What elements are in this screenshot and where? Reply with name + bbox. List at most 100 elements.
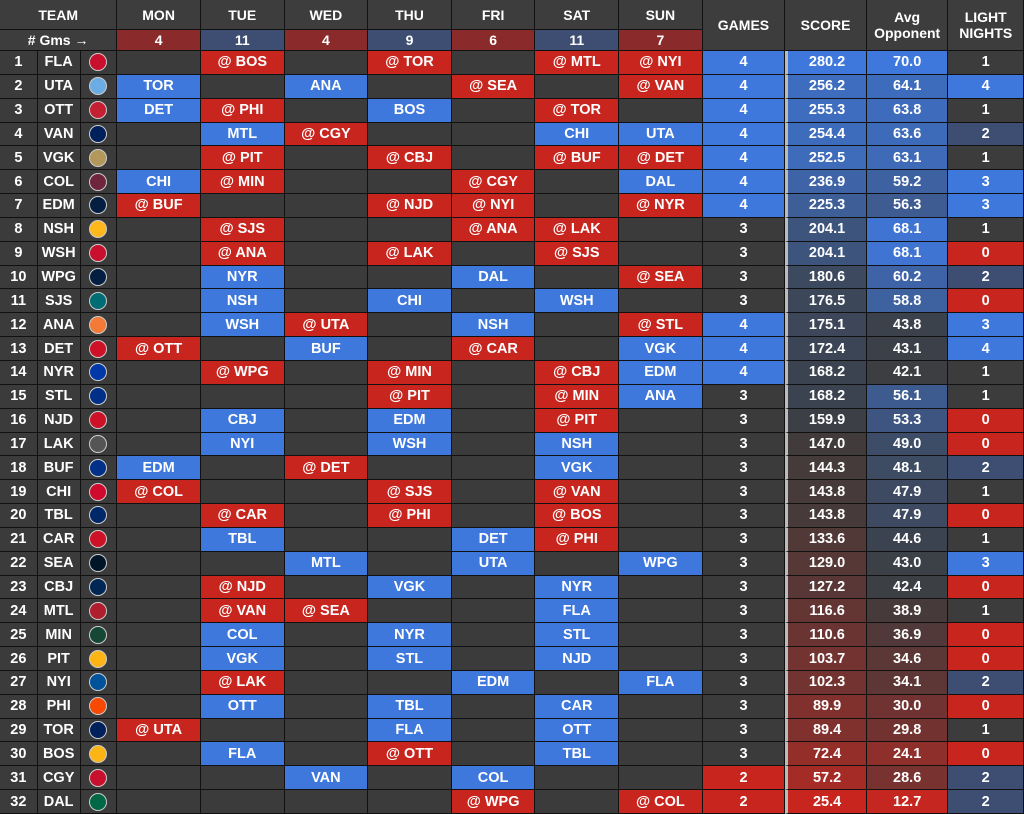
light-nights-cell: 0 (948, 623, 1024, 648)
sun-game-cell: @ STL (619, 313, 703, 338)
wed-game-cell (284, 670, 369, 695)
fri-game-cell: UTA (451, 551, 536, 576)
thu-game-cell: VGK (368, 575, 452, 600)
team-logo-cell (80, 98, 118, 123)
table-row: 24 MTL @ VAN @ SEA FLA 3 116.6 38.9 1 (0, 599, 1024, 624)
light-nights-cell: 2 (948, 766, 1024, 791)
sun-game-cell: DAL (619, 170, 703, 195)
wed-game-cell (284, 408, 369, 433)
rank-cell: 7 (0, 194, 38, 218)
avg-opponent-cell: 59.2 (866, 170, 949, 195)
avg-opponent-cell: 38.9 (866, 599, 949, 624)
light-nights-cell: 2 (948, 456, 1024, 481)
sun-game-cell (619, 623, 703, 648)
mon-game-cell (117, 289, 201, 314)
avg-label-2: Opponent (874, 25, 941, 41)
rank-cell: 20 (0, 504, 38, 528)
thu-game-cell (368, 599, 452, 624)
rank-cell: 16 (0, 408, 38, 433)
thu-game-cell (368, 670, 452, 695)
thu-game-cell (368, 456, 452, 481)
score-cell: 57.2 (785, 766, 867, 791)
team-logo-cell (80, 265, 118, 290)
sun-game-cell: @ VAN (619, 74, 703, 99)
tue-game-cell (200, 456, 285, 481)
games-cell: 3 (702, 217, 786, 242)
games-cell: 3 (702, 504, 786, 528)
sun-game-cell: @ NYI (619, 51, 703, 75)
team-cell: CGY (37, 766, 81, 791)
team-cell: SJS (37, 289, 81, 314)
sat-game-cell: WSH (535, 289, 620, 314)
team-logo-cell (80, 742, 118, 767)
avg-opponent-cell: 43.8 (866, 313, 949, 338)
mon-game-cell (117, 527, 201, 552)
thu-game-cell (368, 122, 452, 147)
sat-game-cell: @ SJS (535, 241, 620, 266)
tue-game-cell: TBL (200, 527, 285, 552)
wed-game-cell (284, 504, 369, 528)
score-cell: 236.9 (785, 170, 867, 195)
team-logo-cell (80, 360, 118, 385)
team-logo-cell (80, 170, 118, 195)
sat-game-cell: @ TOR (535, 98, 620, 123)
sat-game-cell: STL (535, 623, 620, 648)
team-cell: NJD (37, 408, 81, 433)
rank-cell: 11 (0, 289, 38, 314)
games-cell: 3 (702, 694, 786, 719)
mon-game-cell (117, 790, 201, 814)
sat-game-cell: @ PHI (535, 527, 620, 552)
team-cell: LAK (37, 432, 81, 457)
sat-game-cell: @ LAK (535, 217, 620, 242)
wed-game-cell: BUF (284, 337, 369, 361)
sun-game-cell (619, 599, 703, 624)
avg-opponent-cell: 56.3 (866, 194, 949, 218)
light-nights-cell: 1 (948, 146, 1024, 171)
avg-opponent-cell: 36.9 (866, 623, 949, 648)
wed-game-cell (284, 289, 369, 314)
avg-opponent-cell: 60.2 (866, 265, 949, 290)
games-cell: 3 (702, 551, 786, 576)
rank-cell: 2 (0, 74, 38, 99)
games-cell: 4 (702, 74, 786, 99)
fri-game-cell: @ CGY (451, 170, 536, 195)
sun-game-cell: @ DET (619, 146, 703, 171)
sun-game-cell: @ COL (619, 790, 703, 814)
wed-game-cell (284, 170, 369, 195)
rank-cell: 23 (0, 575, 38, 600)
light-nights-cell: 1 (948, 599, 1024, 624)
tue-game-cell (200, 480, 285, 505)
mon-game-cell (117, 504, 201, 528)
team-logo-icon (89, 673, 108, 692)
sat-game-cell: @ CBJ (535, 360, 620, 385)
team-logo-cell (80, 408, 118, 433)
thu-game-cell: WSH (368, 432, 452, 457)
tue-game-cell: OTT (200, 694, 285, 719)
fri-game-cell (451, 575, 536, 600)
score-cell: 147.0 (785, 432, 867, 457)
team-cell: MTL (37, 599, 81, 624)
thu-game-cell: NYR (368, 623, 452, 648)
light-nights-cell: 4 (948, 74, 1024, 99)
tue-game-cell: NSH (200, 289, 285, 314)
thu-game-cell (368, 217, 452, 242)
score-header: SCORE (785, 0, 867, 51)
rank-cell: 26 (0, 647, 38, 671)
team-logo-icon (89, 101, 108, 120)
mon-game-cell (117, 742, 201, 767)
mon-game-cell (117, 241, 201, 266)
avg-opponent-cell: 48.1 (866, 456, 949, 481)
avg-opponent-cell: 42.1 (866, 360, 949, 385)
light-nights-cell: 2 (948, 790, 1024, 814)
thu-game-cell: FLA (368, 718, 452, 743)
team-cell: PHI (37, 694, 81, 719)
sat-game-cell: TBL (535, 742, 620, 767)
thu-game-cell: @ LAK (368, 241, 452, 266)
wed-game-cell (284, 217, 369, 242)
mon-game-cell: @ COL (117, 480, 201, 505)
team-cell: OTT (37, 98, 81, 123)
rank-cell: 4 (0, 122, 38, 147)
rank-cell: 31 (0, 766, 38, 791)
team-cell: NYI (37, 670, 81, 695)
